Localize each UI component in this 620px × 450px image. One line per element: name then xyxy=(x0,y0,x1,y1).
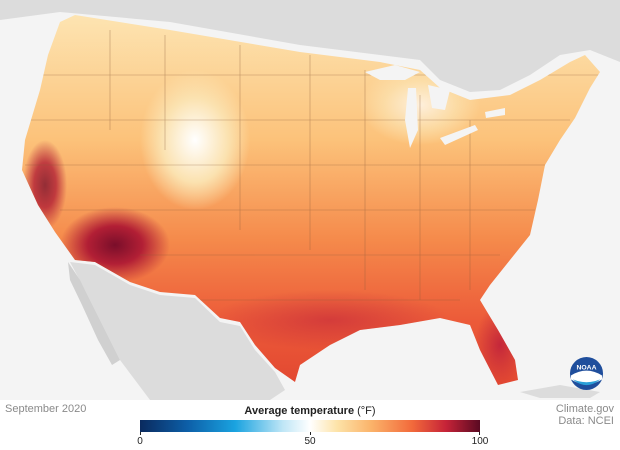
tick-label-max: 100 xyxy=(471,436,489,447)
rocky-mountain-cool-area xyxy=(140,70,250,210)
color-scale-bar xyxy=(140,420,480,432)
cuba-landmass xyxy=(520,385,600,398)
tick-label-mid: 50 xyxy=(304,436,316,447)
lake-ontario xyxy=(485,108,505,118)
tick-max xyxy=(479,432,480,435)
legend-title-text: Average temperature xyxy=(244,405,355,417)
tick-label-min: 0 xyxy=(137,436,143,447)
tick-min xyxy=(140,432,141,435)
baja-peninsula xyxy=(68,262,120,365)
lake-superior xyxy=(365,65,420,80)
svg-text:NOAA: NOAA xyxy=(576,365,596,372)
legend-unit: (°F) xyxy=(357,405,376,417)
date-label: September 2020 xyxy=(5,403,87,415)
mexico-landmass xyxy=(70,262,285,400)
lake-huron xyxy=(428,85,450,110)
temperature-map xyxy=(0,0,620,400)
legend-title: Average temperature (°F) xyxy=(140,405,480,417)
central-valley-hot-area xyxy=(23,140,67,230)
tick-mid xyxy=(310,432,311,435)
lake-erie xyxy=(440,125,478,145)
credit-source: Climate.gov xyxy=(555,403,614,415)
credit-block: Climate.gov Data: NCEI xyxy=(556,403,614,427)
credit-data: Data: NCEI xyxy=(558,415,614,427)
florida-hot-area xyxy=(475,305,525,385)
noaa-logo: NOAA xyxy=(569,356,604,391)
canada-landmass xyxy=(0,0,620,92)
lake-michigan xyxy=(405,88,418,148)
